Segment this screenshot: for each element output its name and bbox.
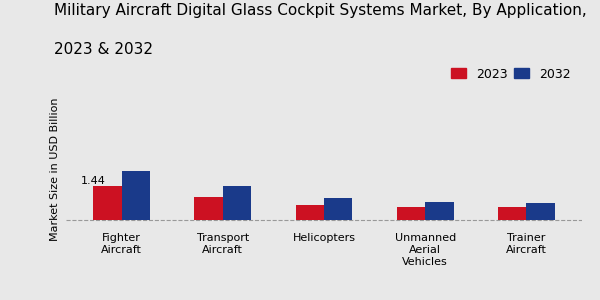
Text: 1.44: 1.44 xyxy=(80,176,106,186)
Bar xyxy=(223,186,251,220)
Bar xyxy=(94,186,122,220)
Bar xyxy=(296,205,324,220)
Bar xyxy=(324,198,352,220)
Bar xyxy=(194,197,223,220)
Bar xyxy=(425,202,454,220)
Bar xyxy=(498,207,526,220)
Text: Military Aircraft Digital Glass Cockpit Systems Market, By Application,: Military Aircraft Digital Glass Cockpit … xyxy=(54,3,587,18)
Bar xyxy=(397,207,425,220)
Bar xyxy=(526,203,554,220)
Legend: 2023, 2032: 2023, 2032 xyxy=(446,62,576,86)
Text: 2023 & 2032: 2023 & 2032 xyxy=(54,42,153,57)
Y-axis label: Market Size in USD Billion: Market Size in USD Billion xyxy=(50,98,61,241)
Bar xyxy=(122,171,150,220)
